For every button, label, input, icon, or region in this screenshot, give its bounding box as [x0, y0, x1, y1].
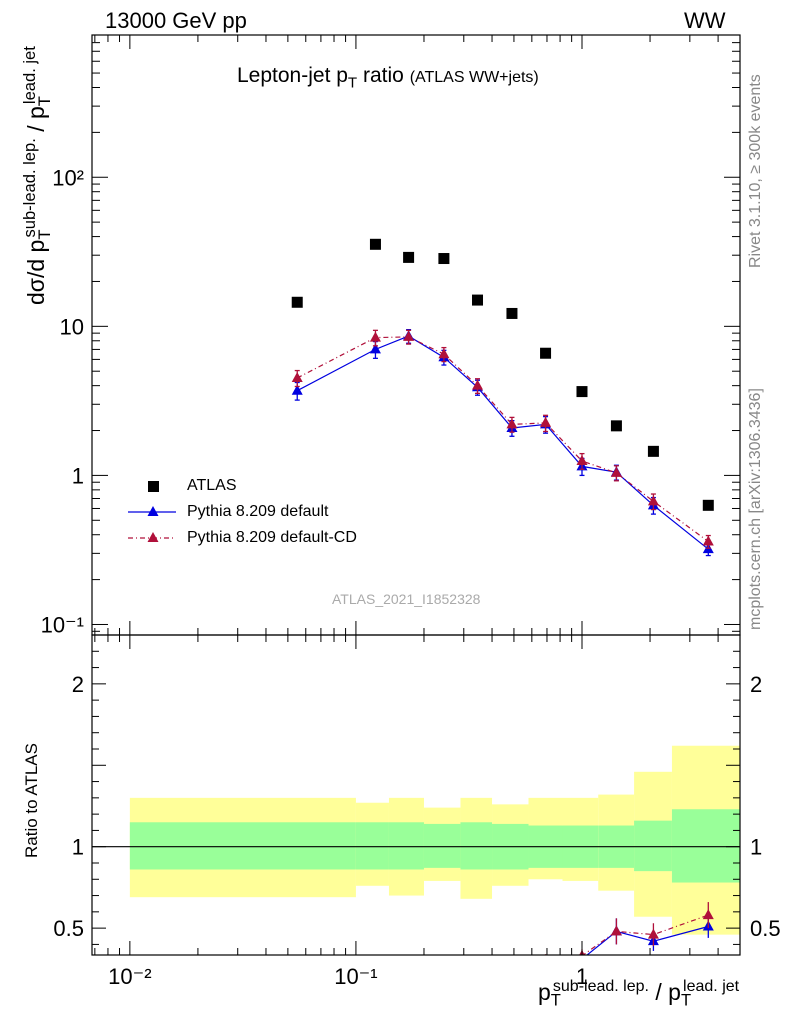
series-point — [291, 372, 303, 383]
legend-marker-cd — [147, 532, 159, 542]
atlas-point — [369, 238, 381, 250]
legend-entry-atlas: ATLAS — [187, 477, 237, 494]
ratio-frame — [91, 634, 741, 956]
main-series-default — [291, 328, 714, 557]
title-main: Lepton-jet p — [237, 64, 348, 87]
ratio-band-green — [388, 822, 424, 870]
title-rest: ratio — [357, 64, 404, 87]
y-tick-label: 10 — [60, 314, 84, 339]
series-point — [369, 343, 381, 354]
atlas-point — [472, 294, 484, 306]
ratio-band-green — [671, 809, 740, 883]
ratio-y-axis-label: Ratio to ATLAS — [22, 743, 41, 858]
series-point — [610, 466, 622, 477]
ratio-point — [540, 956, 551, 966]
ratio-y-tick-label: 0.5 — [53, 916, 84, 941]
ratio-point — [647, 928, 659, 939]
atlas-point — [506, 307, 518, 319]
xlabel-sup2: lead. jet — [683, 978, 740, 995]
series-point — [369, 331, 381, 342]
ratio-point — [702, 909, 714, 920]
plot-title: Lepton-jet pT ratio (ATLAS WW+jets) — [237, 64, 539, 91]
series-point — [540, 416, 552, 427]
ratio-band-green — [634, 820, 672, 872]
rivet-label: Rivet 3.1.10, ≥ 300k events — [747, 74, 764, 268]
ratio-point — [610, 925, 622, 936]
series-point — [702, 535, 714, 546]
title-small: (ATLAS WW+jets) — [409, 69, 539, 86]
main-y-axis-label: dσ/d pTsub-lead. lep. / pTlead. jet — [20, 46, 55, 305]
series-point — [291, 384, 303, 395]
ylabel-sup1: sub-lead. lep. — [20, 138, 39, 238]
y-tick-label: 10² — [52, 165, 84, 190]
series-point — [647, 495, 659, 506]
xlabel-b: / p — [648, 978, 681, 1005]
ratio-band-green — [355, 822, 389, 870]
atlas-point — [610, 420, 622, 432]
legend-marker-atlas — [148, 481, 159, 492]
x-axis-label: pTsub-lead. lep. / pTlead. jet — [538, 978, 739, 1011]
atlas-point — [647, 445, 659, 457]
y-tick-label: 1 — [72, 463, 84, 488]
atlas-point — [438, 253, 450, 265]
series-line — [296, 336, 709, 542]
series-line — [296, 335, 709, 550]
main-series-cd — [291, 329, 714, 549]
energy-label: 13000 GeV pp — [105, 8, 247, 33]
ratio-band-green — [460, 822, 493, 870]
title-sub: T — [347, 74, 358, 92]
ylabel-sup2: lead. jet — [20, 46, 39, 105]
xlabel-a: p — [538, 978, 551, 1005]
series-point — [438, 348, 450, 359]
ratio-y-tick-label-right: 1 — [750, 835, 762, 860]
ratio-y-tick-label-right: 0.5 — [750, 916, 781, 941]
ratio-series-cd — [544, 902, 714, 955]
atlas-point — [540, 347, 552, 359]
ratio-band-green — [423, 823, 461, 868]
ratio-point — [545, 954, 546, 955]
atlas-point — [702, 499, 714, 511]
xlabel-sub1: T — [550, 990, 561, 1010]
process-label: WW — [684, 8, 726, 33]
xlabel-sup1: sub-lead. lep. — [552, 978, 649, 995]
atlas-point — [576, 386, 588, 398]
ylabel-b: / p — [23, 106, 50, 139]
series-point — [506, 418, 518, 429]
x-tick-label: 1 — [576, 964, 588, 989]
ratio-band-green — [129, 822, 356, 870]
series-point — [472, 379, 484, 390]
legend-marker-default — [147, 506, 159, 516]
ylabel-a: dσ/d p — [23, 239, 50, 305]
series-point — [576, 454, 588, 465]
x-tick-label: 10⁻¹ — [334, 964, 377, 989]
ratio-y-tick-label: 2 — [72, 672, 84, 697]
mcplots-label: mcplots.cern.ch [arXiv:1306.3436] — [747, 388, 764, 630]
ratio-y-tick-label-right: 2 — [750, 672, 762, 697]
ratio-bands — [92, 745, 740, 935]
ratio-y-tick-label: 1 — [72, 835, 84, 860]
legend-entry-pythia-default: Pythia 8.209 default — [187, 503, 329, 520]
series-point — [403, 330, 415, 341]
legend-entry-pythia-cd: Pythia 8.209 default-CD — [187, 529, 357, 546]
analysis-watermark: ATLAS_2021_I1852328 — [332, 591, 481, 607]
atlas-point — [403, 251, 415, 263]
xlabel-sub2: T — [680, 990, 692, 1010]
atlas-point — [291, 296, 303, 308]
ratio-line — [582, 914, 709, 955]
x-tick-label: 10⁻² — [108, 964, 151, 989]
y-tick-label: 10⁻¹ — [41, 612, 84, 637]
